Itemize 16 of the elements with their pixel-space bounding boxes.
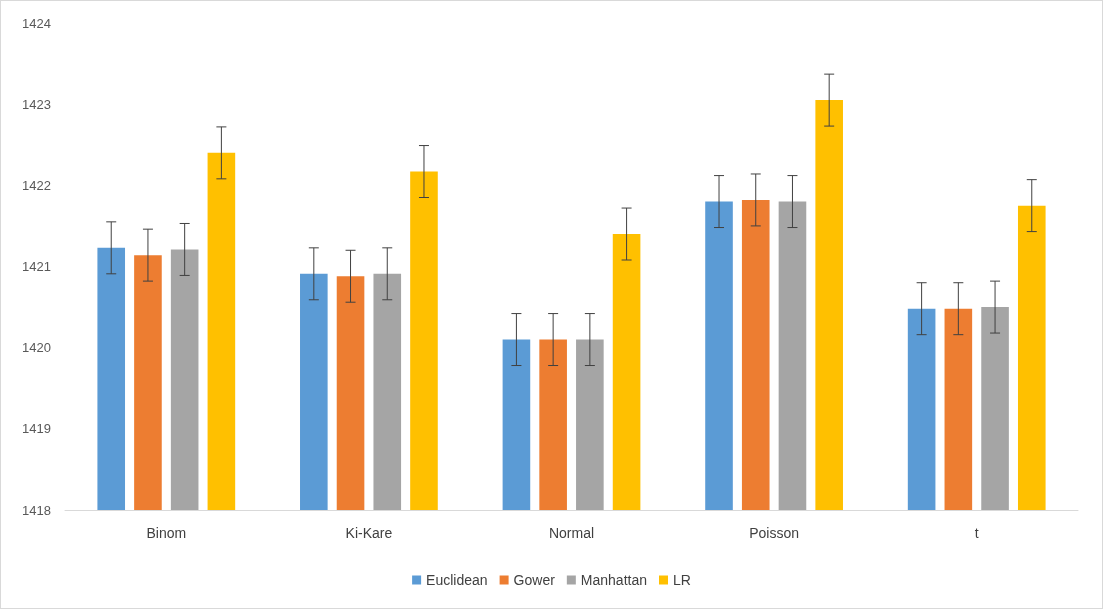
legend-label: LR [672,572,691,588]
x-tick-label: Ki-Kare [345,525,393,541]
legend-label: Gower [513,572,556,588]
y-tick-label: 1419 [22,421,51,437]
y-tick-label: 1424 [22,15,51,31]
y-tick-label: 1421 [22,259,51,274]
x-tick-label: Binom [146,525,187,541]
y-tick-label: 1422 [22,177,51,193]
y-tick-label: 1420 [22,340,51,356]
y-tick-label: 1418 [22,502,51,518]
y-tick-label: 1423 [22,96,51,112]
x-tick-label: t [974,525,979,541]
legend-label: Manhattan [580,572,648,588]
x-tick-label: Normal [548,525,595,541]
x-tick-label: Poisson [749,525,800,541]
legend-label: Euclidean [426,572,488,588]
